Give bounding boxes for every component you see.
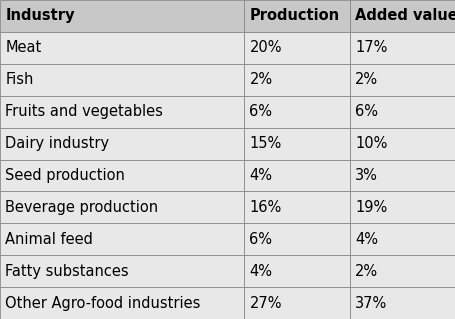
Bar xyxy=(0,128,243,160)
Text: 6%: 6% xyxy=(249,104,272,119)
Text: Meat: Meat xyxy=(5,40,41,56)
Text: 19%: 19% xyxy=(354,200,387,215)
Bar xyxy=(349,32,455,64)
Text: Seed production: Seed production xyxy=(5,168,125,183)
Text: Animal feed: Animal feed xyxy=(5,232,93,247)
Text: 4%: 4% xyxy=(249,263,272,279)
Bar xyxy=(349,0,455,32)
Text: Dairy industry: Dairy industry xyxy=(5,136,109,151)
Bar xyxy=(0,287,243,319)
Text: 16%: 16% xyxy=(249,200,281,215)
Bar xyxy=(349,160,455,191)
Bar xyxy=(349,128,455,160)
Text: 4%: 4% xyxy=(354,232,377,247)
Text: 15%: 15% xyxy=(249,136,281,151)
Text: 17%: 17% xyxy=(354,40,387,56)
Bar xyxy=(349,64,455,96)
Bar xyxy=(349,255,455,287)
Text: 2%: 2% xyxy=(354,72,378,87)
Bar xyxy=(349,96,455,128)
Text: 2%: 2% xyxy=(249,72,272,87)
Bar xyxy=(349,223,455,255)
Text: 37%: 37% xyxy=(354,295,387,311)
Text: Fish: Fish xyxy=(5,72,34,87)
Bar xyxy=(243,223,349,255)
Bar xyxy=(243,64,349,96)
Bar xyxy=(0,223,243,255)
Text: 4%: 4% xyxy=(249,168,272,183)
Text: Fatty substances: Fatty substances xyxy=(5,263,129,279)
Bar xyxy=(0,32,243,64)
Bar xyxy=(0,64,243,96)
Bar xyxy=(243,287,349,319)
Text: Industry: Industry xyxy=(5,8,75,24)
Text: 10%: 10% xyxy=(354,136,387,151)
Text: Other Agro-food industries: Other Agro-food industries xyxy=(5,295,200,311)
Text: Production: Production xyxy=(249,8,339,24)
Bar xyxy=(0,96,243,128)
Text: Fruits and vegetables: Fruits and vegetables xyxy=(5,104,163,119)
Bar xyxy=(243,128,349,160)
Text: 20%: 20% xyxy=(249,40,281,56)
Text: 27%: 27% xyxy=(249,295,281,311)
Text: 6%: 6% xyxy=(354,104,377,119)
Bar xyxy=(0,191,243,223)
Bar xyxy=(243,96,349,128)
Text: Added value: Added value xyxy=(354,8,455,24)
Bar xyxy=(243,191,349,223)
Bar xyxy=(243,255,349,287)
Text: 2%: 2% xyxy=(354,263,378,279)
Bar xyxy=(0,255,243,287)
Text: Beverage production: Beverage production xyxy=(5,200,158,215)
Bar xyxy=(243,160,349,191)
Bar xyxy=(349,191,455,223)
Bar xyxy=(0,0,243,32)
Text: 6%: 6% xyxy=(249,232,272,247)
Bar xyxy=(243,0,349,32)
Bar xyxy=(0,160,243,191)
Text: 3%: 3% xyxy=(354,168,377,183)
Bar xyxy=(349,287,455,319)
Bar xyxy=(243,32,349,64)
